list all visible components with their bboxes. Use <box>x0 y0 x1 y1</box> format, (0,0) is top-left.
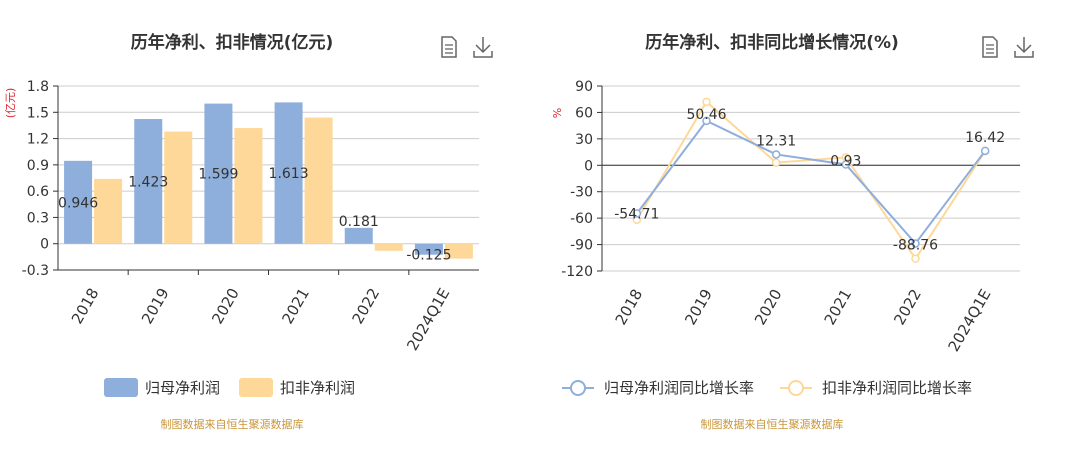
x-axis-ticks: 2018 2019 2020 2021 2022 2024Q1E <box>68 270 453 354</box>
y-tick-label: 0 <box>40 237 49 253</box>
net-profit-chart-panel: 历年净利、扣非情况(亿元) (亿元) 1.8 1.5 1.2 0.9 0.6 0.3 0 -0… <box>0 0 534 451</box>
chart-title: 历年净利、扣非情况(亿元) <box>131 32 334 53</box>
bar-secondary[interactable] <box>94 178 123 244</box>
source-note: 制图数据来自恒生聚源数据库 <box>161 417 304 431</box>
x-tick-label: 2018 <box>68 285 103 327</box>
legend-item-primary[interactable]: 归母净利润 <box>104 378 220 397</box>
net-profit-bar-chart: 历年净利、扣非情况(亿元) (亿元) 1.8 1.5 1.2 0.9 0.6 0.3 0 -0… <box>4 32 493 431</box>
data-label: -0.125 <box>406 248 451 264</box>
x-tick-label: 2021 <box>821 286 856 328</box>
x-tick-label: 2022 <box>890 286 925 328</box>
y-tick-label: 60 <box>575 105 593 121</box>
bar-primary[interactable] <box>414 243 443 255</box>
point-secondary[interactable] <box>771 158 781 167</box>
y-axis-ticks: 90 60 30 0 -30 -60 -90 -120 <box>561 79 1020 280</box>
document-icon[interactable] <box>982 36 998 58</box>
y-tick-label: -30 <box>570 185 593 201</box>
x-tick-label: 2020 <box>208 285 243 327</box>
x-tick-label: 2020 <box>751 286 786 328</box>
download-icon[interactable] <box>1014 37 1034 58</box>
x-tick-label: 2019 <box>138 285 173 327</box>
point-primary[interactable] <box>702 116 711 126</box>
bar-primary[interactable] <box>204 103 233 244</box>
legend-marker-primary <box>570 380 586 396</box>
line-series <box>632 97 990 263</box>
legend-label-primary: 归母净利润 <box>145 379 220 397</box>
bar-primary[interactable] <box>274 102 303 244</box>
growth-chart-panel: 历年净利、扣非同比增长情况(%) % 90 60 30 0 -30 -60 -90 -120 … <box>534 0 1069 451</box>
data-label: 0.181 <box>339 214 379 230</box>
data-label: -88.76 <box>893 237 938 253</box>
growth-line-chart: 历年净利、扣非同比增长情况(%) % 9060300-30-60-90-120 … <box>551 32 1034 431</box>
y-axis-unit: (亿元) <box>4 88 17 119</box>
bar-primary[interactable] <box>64 160 93 244</box>
legend-label-secondary: 扣非净利润 <box>280 379 355 397</box>
legend-item-primary[interactable]: 归母净利润同比增长率 <box>562 379 754 397</box>
download-icon[interactable] <box>473 37 493 58</box>
data-label: 0.93 <box>830 153 861 169</box>
y-tick-label: 0.9 <box>27 158 49 174</box>
legend-item-secondary[interactable]: 扣非净利润同比增长率 <box>780 379 972 397</box>
point-secondary[interactable] <box>702 97 711 107</box>
point-primary[interactable] <box>980 146 990 156</box>
bar-secondary[interactable] <box>444 243 473 259</box>
x-tick-label: 2024Q1E <box>403 285 453 354</box>
legend: 归母净利润同比增长率 扣非净利润同比增长率 <box>562 379 972 397</box>
data-label: 12.31 <box>756 133 796 149</box>
data-label: -54.71 <box>614 206 659 222</box>
point-primary[interactable] <box>911 239 920 248</box>
bar-series <box>64 102 473 259</box>
y-tick-label: 90 <box>575 79 593 95</box>
x-tick-label: 2018 <box>612 286 647 328</box>
source-note: 制图数据来自恒生聚源数据库 <box>701 417 844 431</box>
point-secondary[interactable] <box>911 254 920 263</box>
chart-title: 历年净利、扣非同比增长情况(%) <box>645 32 899 53</box>
document-icon[interactable] <box>441 36 457 58</box>
data-label: 1.599 <box>198 167 238 183</box>
data-label: 0.946 <box>58 195 98 211</box>
legend-label-secondary: 扣非净利润同比增长率 <box>822 379 972 397</box>
y-tick-label: -0.3 <box>22 263 49 279</box>
bar-primary[interactable] <box>134 119 163 244</box>
data-label: 16.42 <box>965 130 1005 146</box>
legend-item-secondary[interactable]: 扣非净利润 <box>239 378 355 397</box>
x-tick-label: 2024Q1E <box>945 286 995 355</box>
y-tick-label: 1.8 <box>27 79 49 95</box>
y-tick-label: 0.3 <box>27 210 49 226</box>
y-tick-label: -90 <box>570 238 593 254</box>
data-label: 1.423 <box>128 174 168 190</box>
legend-swatch-primary <box>104 378 138 397</box>
y-tick-label: -120 <box>561 264 593 280</box>
y-tick-label: 30 <box>575 132 593 148</box>
legend-label-primary: 归母净利润同比增长率 <box>604 379 754 397</box>
x-tick-label: 2019 <box>681 286 716 328</box>
bar-secondary[interactable] <box>164 131 193 244</box>
x-tick-label: 2021 <box>278 285 313 327</box>
point-primary[interactable] <box>841 160 851 169</box>
data-label: 50.46 <box>686 107 726 123</box>
x-axis-ticks: 2018 2019 2020 2021 2022 2024Q1E <box>612 286 995 355</box>
point-primary[interactable] <box>632 209 642 218</box>
y-tick-label: -60 <box>570 211 593 227</box>
y-tick-label: 1.5 <box>27 105 49 121</box>
y-axis-unit: % <box>551 108 564 118</box>
bar-secondary[interactable] <box>304 117 333 244</box>
legend-marker-secondary <box>788 380 804 396</box>
bar-secondary[interactable] <box>234 128 263 244</box>
data-labels: 0.946 1.423 1.599 1.613 0.181 -0.125 <box>58 166 451 264</box>
y-tick-label: 0.6 <box>27 184 49 200</box>
legend-swatch-secondary <box>239 378 273 397</box>
legend: 归母净利润 扣非净利润 <box>104 378 355 397</box>
data-label: 1.613 <box>269 166 309 182</box>
y-tick-label: 1.2 <box>27 132 49 148</box>
grid-lines <box>602 85 1020 272</box>
line-primary <box>636 119 986 246</box>
line-secondary <box>635 100 987 261</box>
y-tick-label: 0 <box>584 158 593 174</box>
data-labels: -54.71 50.46 12.31 0.93 -88.76 16.42 <box>614 107 1005 254</box>
point-primary[interactable] <box>771 150 781 159</box>
bar-primary[interactable] <box>344 227 373 244</box>
bar-secondary[interactable] <box>374 243 403 251</box>
x-tick-label: 2022 <box>349 285 384 327</box>
